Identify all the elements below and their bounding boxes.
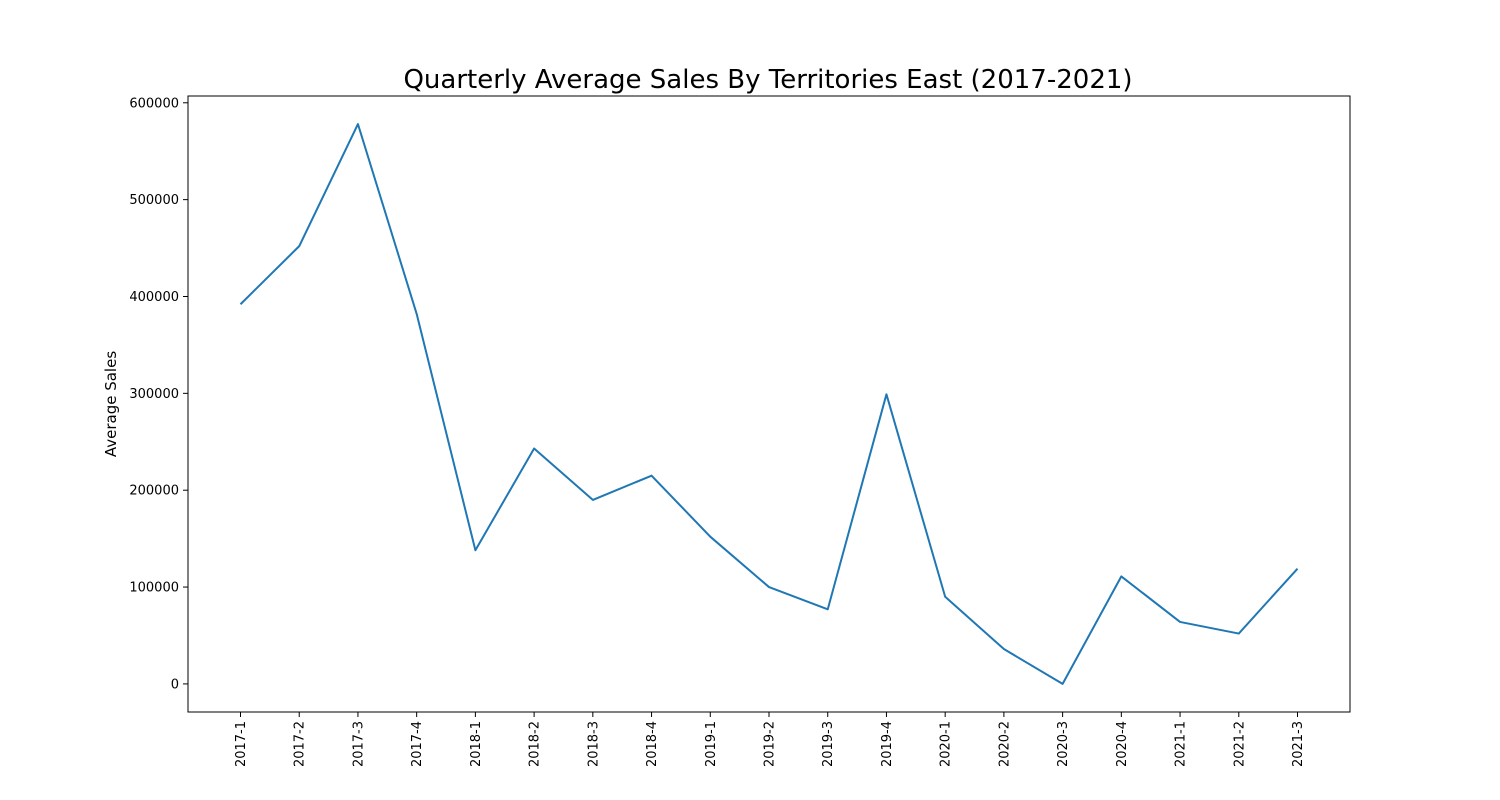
- x-tick-label: 2017-2: [293, 721, 308, 767]
- plot-area: 0 100000 200000 300000 400000 500000 600000 201…: [129, 95, 1351, 767]
- x-tick-label: 2019-3: [821, 721, 836, 767]
- x-tick-label: 2017-1: [234, 721, 249, 767]
- x-tick-label: 2019-2: [763, 721, 778, 767]
- y-tick-label: 500000: [129, 193, 179, 208]
- y-tick-label: 0: [171, 677, 179, 692]
- y-tick-label: 600000: [129, 96, 179, 111]
- x-tick-label: 2021-1: [1174, 721, 1189, 767]
- x-tick-label: 2018-3: [586, 721, 601, 767]
- y-tick-label: 300000: [129, 387, 179, 402]
- x-tick-label: 2020-4: [1115, 721, 1130, 767]
- x-tick-label: 2018-1: [469, 721, 484, 767]
- y-axis-label: Average Sales: [102, 351, 120, 457]
- x-tick-label: 2020-3: [1056, 721, 1071, 767]
- y-tick-label: 200000: [129, 484, 179, 499]
- y-tick-label: 400000: [129, 290, 179, 305]
- x-tick-label: 2020-2: [997, 721, 1012, 767]
- series-line-0: [239, 123, 1299, 685]
- x-tick-label: 2017-4: [410, 721, 425, 767]
- x-tick-label: 2019-1: [704, 721, 719, 767]
- x-tick-label: 2018-2: [528, 721, 543, 767]
- x-tick-label: 2020-1: [939, 721, 954, 767]
- x-tick-label: 2019-4: [880, 721, 895, 767]
- x-tick-label: 2017-3: [351, 721, 366, 767]
- y-tick-label: 100000: [129, 581, 179, 596]
- x-tick-label: 2021-3: [1291, 721, 1306, 767]
- x-tick-label: 2018-4: [645, 721, 660, 767]
- chart-title: Quarterly Average Sales By Territories E…: [403, 65, 1132, 95]
- x-tick-label: 2021-2: [1232, 721, 1247, 767]
